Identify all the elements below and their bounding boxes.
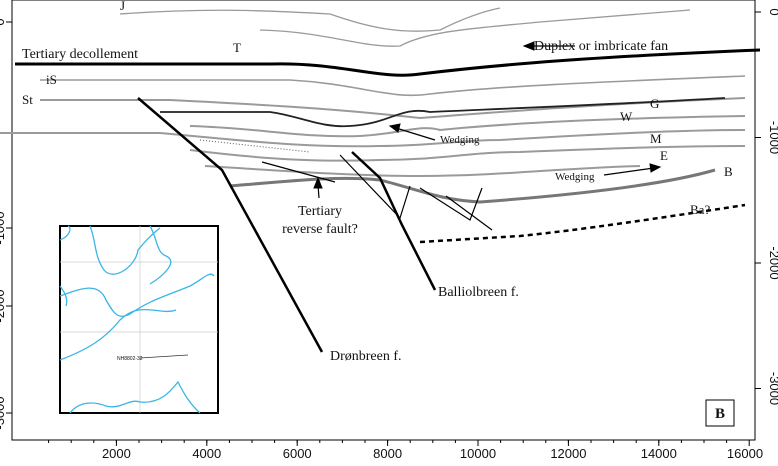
label: Wedging [555,171,595,183]
label: J [120,0,125,13]
x-tick-label: 8000 [373,446,402,461]
label: E [660,148,668,163]
left-tick-label: 0 [0,18,7,25]
right-tick-label: -3000 [767,372,778,405]
label: Ba? [690,202,710,217]
label: T [233,40,241,55]
x-tick-label: 6000 [283,446,312,461]
label: St [22,92,33,107]
x-tick-label: 4000 [192,446,221,461]
inset-label: NH8802-32 [117,356,143,362]
label: Duplex or imbricate fan [534,39,668,54]
right-tick-label: 0 [767,8,778,15]
panel-label: B [715,406,725,422]
label: iS [46,72,57,87]
left-tick-label: -3000 [0,396,7,429]
cross-section: J T Tertiary decollement Duplex or imbri… [0,0,778,466]
label: B [724,164,733,179]
right-tick-label: -2000 [767,246,778,279]
label: Tertiary decollement [22,47,138,62]
label: Tertiary [298,204,342,219]
inset-map: NH8802-32 [60,226,218,413]
label: Drønbreen f. [330,349,402,364]
x-tick-label: 14000 [641,446,677,461]
label: Balliolbreen f. [438,285,519,300]
right-tick-label: -1000 [767,121,778,154]
x-tick-label: 10000 [460,446,496,461]
label: W [620,109,633,124]
label: reverse fault? [282,222,358,237]
label: Wedging [440,134,480,146]
x-tick-label: 2000 [102,446,131,461]
label: G [650,96,659,111]
x-tick-label: 12000 [550,446,586,461]
label: M [650,131,662,146]
left-tick-label: -2000 [0,289,7,322]
x-tick-label: 16000 [727,446,763,461]
left-tick-label: -1000 [0,211,7,244]
